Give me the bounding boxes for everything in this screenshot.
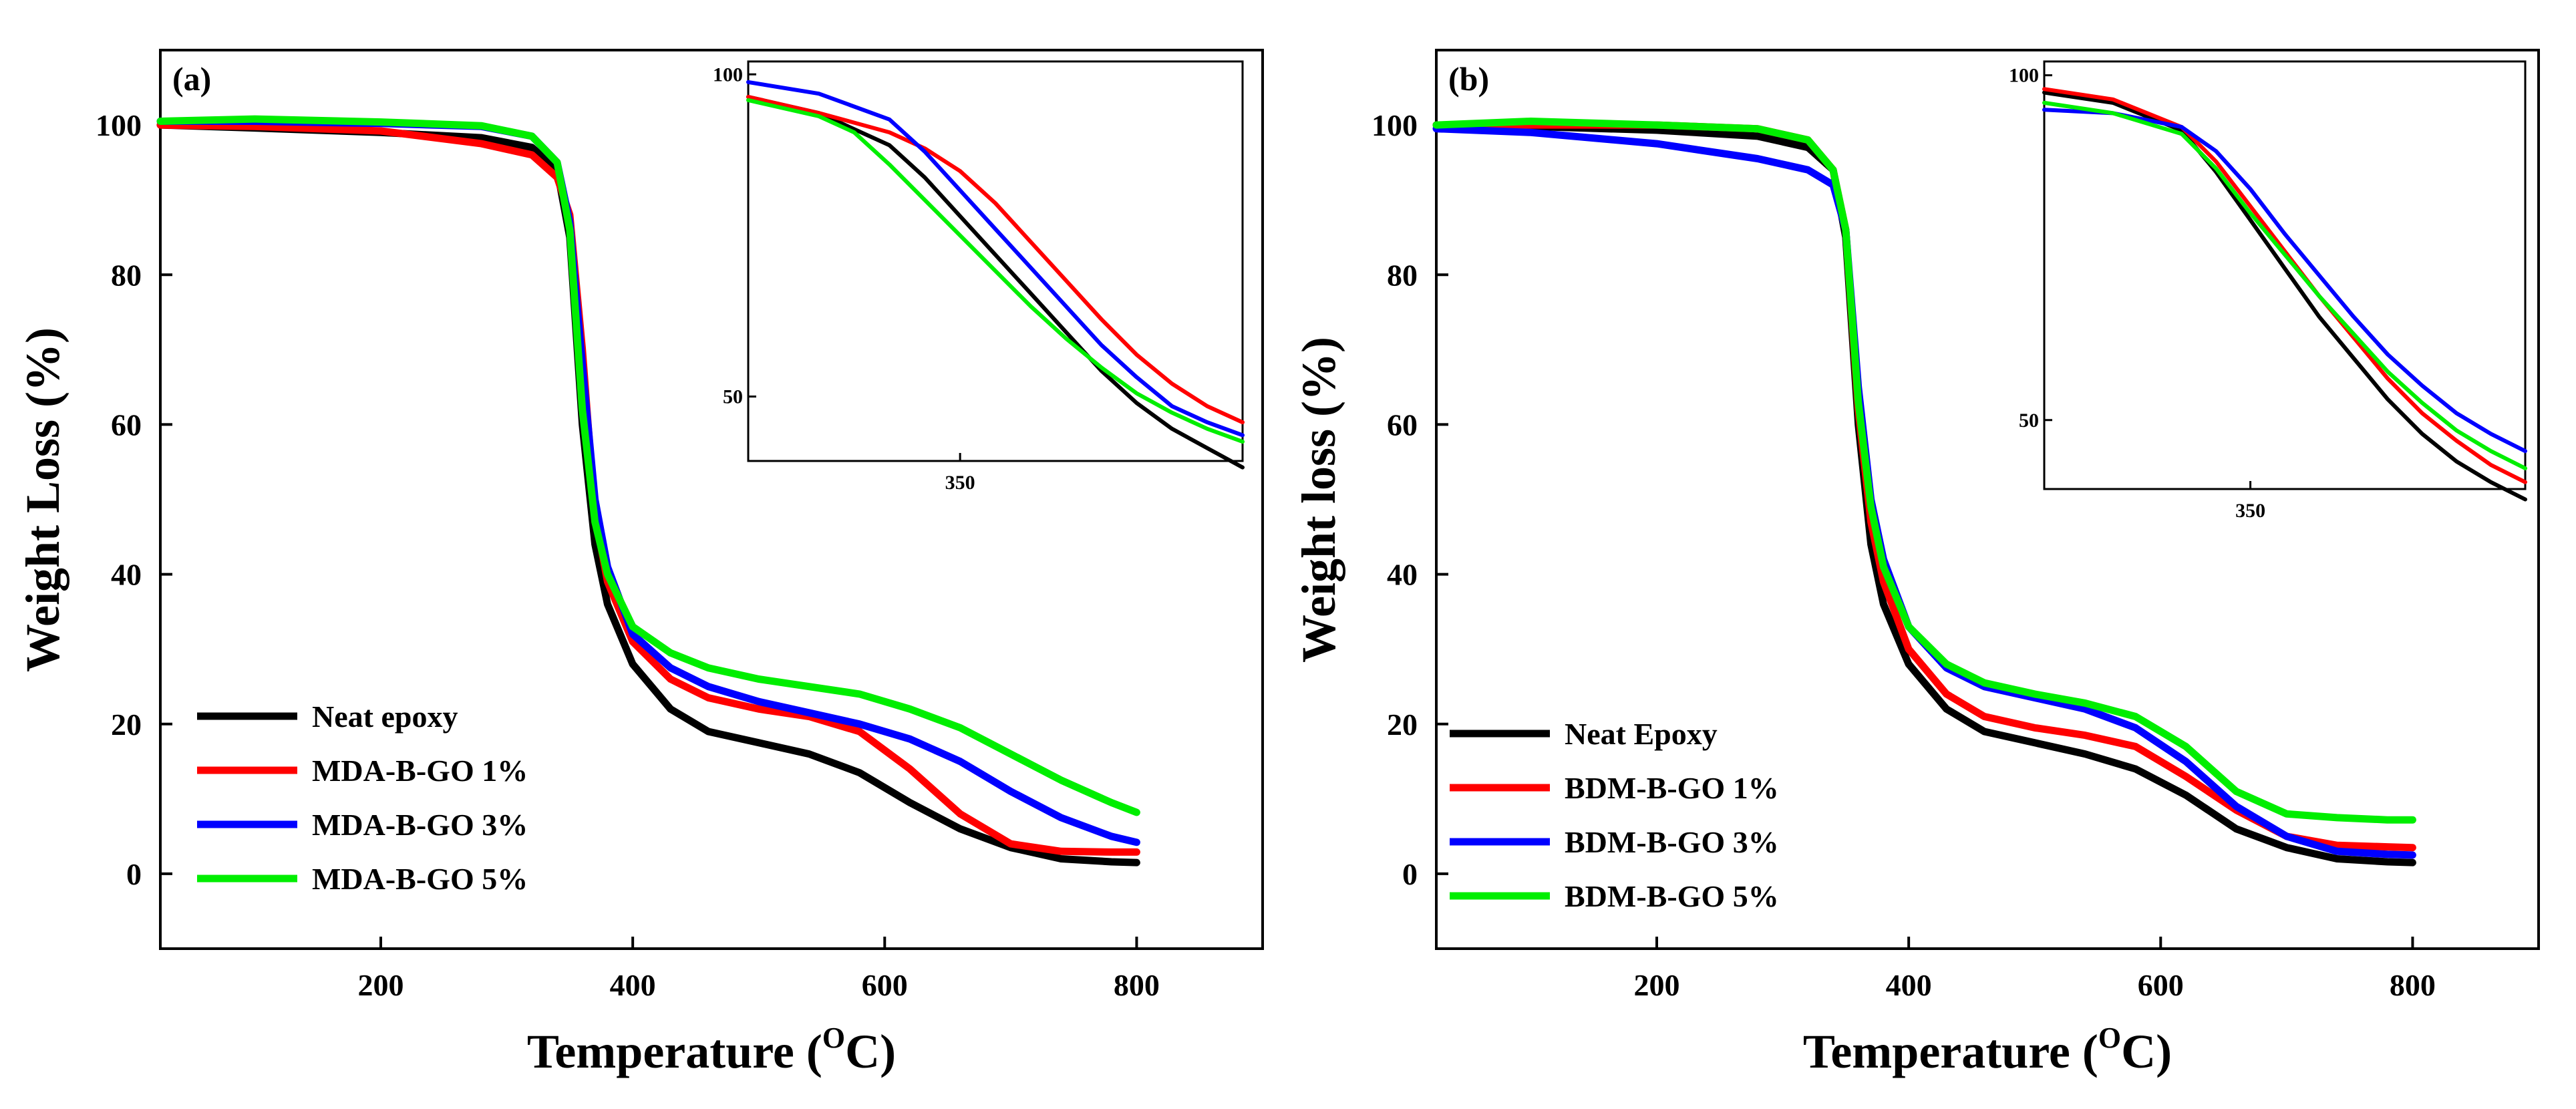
inset-x-tick-label: 350 (2235, 500, 2265, 522)
inset-plot: 350 100 50 (2009, 60, 2527, 522)
plot-area-frame (159, 49, 1264, 950)
y-axis-label: Weight Loss (%) (16, 327, 69, 672)
y-axis-title: Weight Loss (%) (16, 327, 69, 672)
x-axis-title-main: Temperature ( (1803, 1025, 2098, 1078)
inset-series-line-3 (746, 98, 1245, 444)
legend: Neat epoxy MDA-B-GO 1% MDA-B-GO 3% MDA-B-GO… (197, 699, 528, 896)
x-axis-title-end: C) (845, 1025, 896, 1078)
inset-y-tick-label: 50 (723, 386, 743, 408)
x-tick-label: 800 (1114, 968, 1160, 1002)
inset-curves (746, 80, 1245, 470)
inset-series-line-0 (746, 95, 1245, 470)
x-tick-label: 600 (862, 968, 908, 1002)
data-curves (156, 115, 1140, 866)
inset-ticks: 350 100 50 (713, 63, 975, 494)
inset-series-line-2 (746, 80, 1245, 438)
legend-entry-label: Neat Epoxy (1565, 717, 1718, 751)
x-tick-label: 200 (358, 968, 404, 1002)
inset-series-line-1 (746, 95, 1245, 425)
panel-b: (b) 200 400 600 800 0 20 40 60 80 100 Weight loss… (1292, 49, 2540, 1078)
x-tick-label: 800 (2390, 968, 2436, 1002)
x-tick-label: 200 (1634, 968, 1680, 1002)
y-tick-label: 0 (1402, 857, 1418, 891)
legend-entry-label: Neat epoxy (312, 699, 458, 734)
x-axis-title-superscript: O (2098, 1021, 2121, 1054)
inset-x-tick-label: 350 (945, 472, 975, 494)
inset-y-tick-label: 50 (2019, 410, 2039, 432)
y-tick-label: 100 (1372, 108, 1418, 142)
y-tick-label: 100 (96, 108, 142, 142)
legend-entry-label: BDM-B-GO 1% (1565, 771, 1779, 805)
series-line-0 (156, 121, 1140, 866)
x-tick-label: 400 (1886, 968, 1932, 1002)
panel-label: (a) (172, 60, 211, 98)
y-tick-label: 40 (1387, 558, 1418, 592)
legend: Neat Epoxy BDM-B-GO 1% BDM-B-GO 3% BDM-B-GO… (1450, 717, 1779, 913)
inset-ticks: 350 100 50 (2009, 65, 2265, 522)
x-axis-title-end: C) (2121, 1025, 2172, 1078)
inset-curves (2042, 87, 2527, 502)
inset-y-tick-label: 100 (2009, 65, 2039, 87)
legend-entry-label: MDA-B-GO 1% (312, 754, 528, 788)
x-axis-title-superscript: O (822, 1021, 845, 1054)
legend-entry-label: BDM-B-GO 5% (1565, 879, 1779, 913)
axis-ticks: 200 400 600 800 0 20 40 60 80 100 (96, 108, 1160, 1002)
legend-entry-label: BDM-B-GO 3% (1565, 825, 1779, 859)
inset-series-line-2 (2042, 108, 2527, 454)
x-tick-label: 600 (2138, 968, 2184, 1002)
y-axis-title: Weight loss (%) (1292, 337, 1345, 663)
panel-a: (a) 200 400 600 800 0 20 40 60 80 100 Weight Loss… (16, 49, 1264, 1078)
inset-frame (2043, 60, 2527, 490)
x-axis-title: Temperature (OC) (527, 1021, 896, 1078)
x-axis-title-main: Temperature ( (527, 1025, 822, 1078)
y-tick-label: 0 (126, 857, 142, 891)
x-tick-label: 400 (610, 968, 656, 1002)
y-tick-label: 60 (1387, 408, 1418, 442)
y-tick-label: 80 (1387, 258, 1418, 292)
y-tick-label: 40 (111, 558, 142, 592)
series-line-3 (156, 115, 1140, 816)
y-axis-label: Weight loss (%) (1292, 337, 1345, 663)
legend-entry-label: MDA-B-GO 3% (312, 808, 528, 842)
inset-plot: 350 100 50 (713, 60, 1245, 494)
series-line-1 (156, 121, 1140, 856)
x-axis-title: Temperature (OC) (1803, 1021, 2172, 1078)
y-tick-label: 80 (111, 258, 142, 292)
panel-label: (b) (1448, 60, 1489, 98)
y-tick-label: 60 (111, 408, 142, 442)
series-line-0 (1432, 121, 2416, 866)
data-curves (1432, 118, 2416, 866)
inset-series-line-3 (2042, 100, 2527, 470)
y-tick-label: 20 (111, 707, 142, 742)
plot-area-frame (1435, 49, 2540, 950)
series-line-3 (1432, 118, 2416, 824)
inset-y-tick-label: 100 (713, 63, 743, 86)
inset-series-line-0 (2042, 90, 2527, 502)
y-tick-label: 20 (1387, 707, 1418, 742)
legend-entry-label: MDA-B-GO 5% (312, 862, 528, 896)
